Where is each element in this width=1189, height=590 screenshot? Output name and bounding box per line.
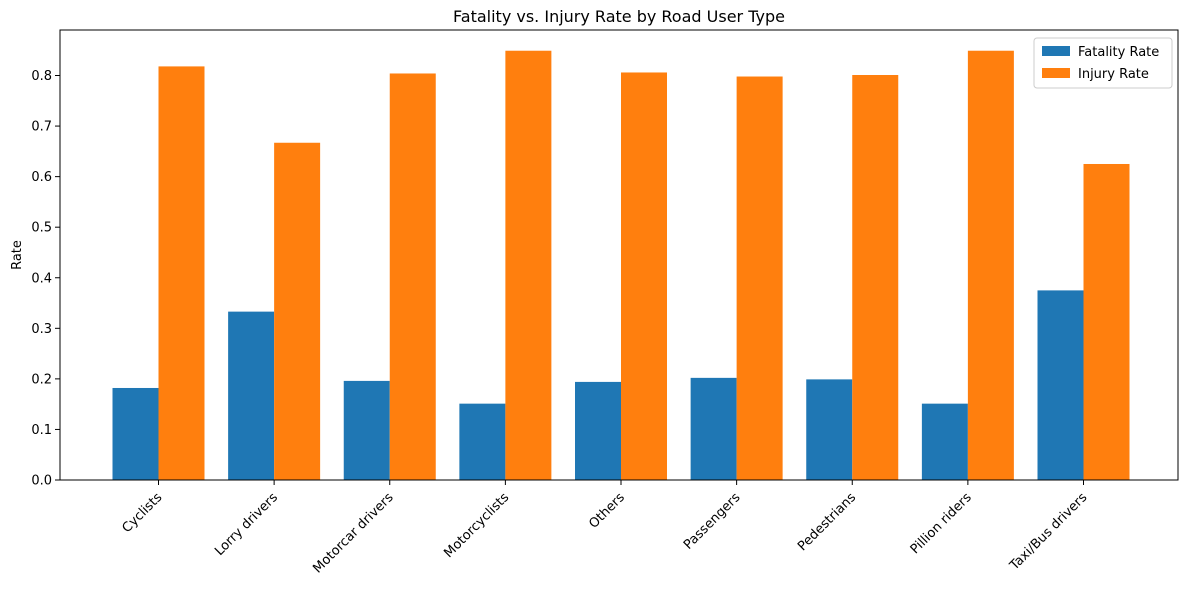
x-axis: Cyclists Lorry drivers Motorcar drivers Mot… xyxy=(120,480,1091,576)
x-tick-label: Lorry drivers xyxy=(212,490,281,559)
legend: Fatality Rate Injury Rate xyxy=(1033,37,1173,89)
y-axis: 0.0 0.1 0.2 0.3 0.4 0.5 0.6 0.7 0.8 xyxy=(31,69,60,489)
fatality-bar xyxy=(921,403,968,480)
fatality-bar xyxy=(690,377,737,480)
injury-bar xyxy=(621,72,667,480)
plot-frame xyxy=(59,29,1179,481)
injury-bar xyxy=(1083,163,1130,480)
injury-bar xyxy=(389,73,436,480)
chart-title: Fatality vs. Injury Rate by Road User Ty… xyxy=(453,7,785,26)
x-tick-label: Pedestrians xyxy=(795,490,859,554)
x-tick-label: Pillion riders xyxy=(908,490,975,557)
x-tick-label: Motorcyclists xyxy=(441,490,512,561)
fatality-bar xyxy=(343,380,390,480)
fatality-bar xyxy=(575,381,621,480)
fatality-bar xyxy=(806,379,853,480)
legend-swatch xyxy=(1042,46,1070,56)
x-tick-label: Motorcar drivers xyxy=(310,490,396,576)
legend-entry: Fatality Rate xyxy=(1078,45,1159,60)
x-tick-label: Others xyxy=(586,490,628,532)
injury-bar xyxy=(505,50,552,480)
injury-bar xyxy=(158,66,205,481)
legend-entry: Injury Rate xyxy=(1078,67,1149,82)
y-tick-label: 0.4 xyxy=(31,271,52,286)
y-tick-label: 0.7 xyxy=(31,120,52,135)
y-tick-label: 0.8 xyxy=(31,69,52,84)
y-tick-label: 0.1 xyxy=(31,423,52,438)
legend-swatch xyxy=(1042,68,1070,78)
x-tick-label: Passengers xyxy=(681,490,744,553)
y-axis-label: Rate xyxy=(10,240,25,270)
x-tick-label: Taxi/Bus drivers xyxy=(1007,490,1091,574)
injury-bar xyxy=(852,75,899,480)
y-tick-label: 0.5 xyxy=(31,221,52,236)
injury-bar xyxy=(736,76,783,481)
fatality-bar xyxy=(228,311,275,480)
y-tick-label: 0.2 xyxy=(31,372,52,387)
y-tick-label: 0.3 xyxy=(31,322,52,337)
injury-bar xyxy=(967,50,1014,480)
y-tick-label: 0.6 xyxy=(31,170,52,185)
x-tick-label: Cyclists xyxy=(120,490,166,536)
fatality-bar xyxy=(1037,290,1084,480)
fatality-bar xyxy=(459,403,506,480)
fatality-bar xyxy=(112,387,159,480)
injury-bar xyxy=(274,142,321,480)
bars-group xyxy=(112,50,1130,481)
y-tick-label: 0.0 xyxy=(31,474,52,489)
